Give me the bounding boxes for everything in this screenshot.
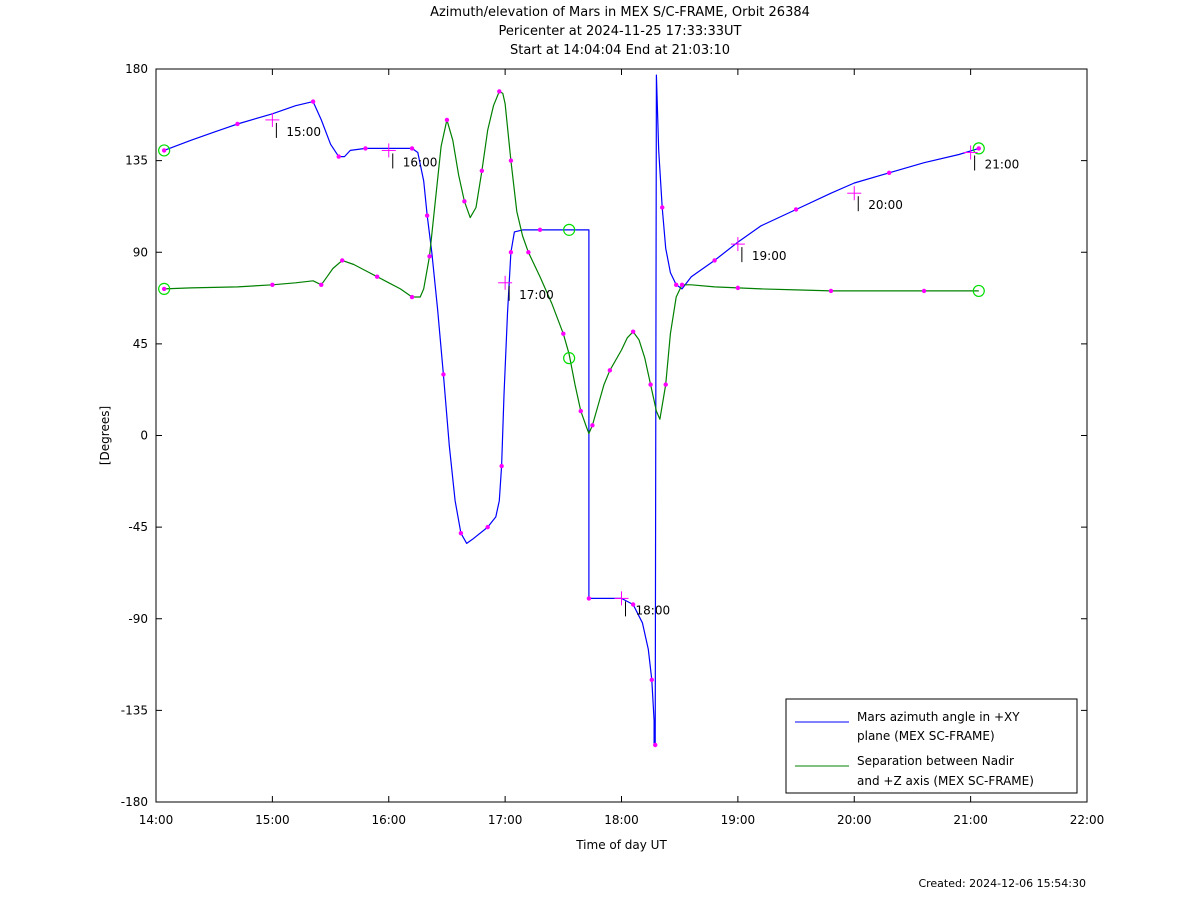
- separation-data-point: [828, 288, 834, 294]
- azimuth-data-point: [363, 146, 368, 151]
- time-labels-layer: 15:00 16:00 17:00 18:00 19:00 20:00 21:00: [265, 112, 1020, 617]
- separation-series-line: [164, 90, 979, 435]
- axis-ticks: 14:00 15:00 16:00 17:00 18:00 19:00 20:00 21:00…: [121, 62, 1105, 827]
- y-tick-label: 0: [140, 429, 148, 443]
- azimuth-data-point: [161, 148, 167, 153]
- hour-label: 15:00: [286, 125, 321, 139]
- azimuth-data-point: [586, 596, 592, 601]
- y-tick-label: 45: [133, 337, 148, 351]
- x-tick-label: 19:00: [721, 813, 756, 827]
- azimuth-data-point: [630, 602, 636, 607]
- separation-data-point: [561, 331, 566, 336]
- y-axis-label: [Degrees]: [98, 406, 112, 465]
- separation-data-point: [427, 254, 432, 259]
- separation-data-point: [921, 288, 927, 294]
- azimuth-data-point: [441, 372, 446, 377]
- y-tick-label: -180: [121, 795, 148, 809]
- separation-data-point: [630, 329, 636, 334]
- azimuth-data-point: [660, 205, 665, 210]
- x-axis-label: Time of day UT: [575, 838, 667, 852]
- legend-label-azimuth-line2: plane (MEX SC-FRAME): [857, 729, 995, 743]
- separation-data-point: [340, 258, 345, 263]
- hour-label: 16:00: [403, 155, 438, 169]
- hour-label: 21:00: [985, 157, 1020, 171]
- x-tick-label: 22:00: [1070, 813, 1105, 827]
- azimuth-data-point: [310, 99, 316, 104]
- azimuth-data-point: [235, 121, 240, 127]
- y-tick-label: 90: [133, 245, 148, 259]
- azimuth-data-point: [537, 227, 543, 233]
- azimuth-data-point: [653, 742, 658, 748]
- endpoint-circle: [158, 282, 171, 295]
- x-tick-label: 15:00: [255, 813, 290, 827]
- chart-title: Azimuth/elevation of Mars in MEX S/C-FRA…: [430, 5, 810, 20]
- azimuth-data-point: [458, 531, 464, 536]
- created-timestamp: Created: 2024-12-06 15:54:30: [918, 877, 1086, 890]
- y-tick-label: -135: [121, 703, 148, 717]
- pericenter-subtitle: Pericenter at 2024-11-25 17:33:33UT: [498, 24, 742, 39]
- separation-data-point: [409, 294, 415, 300]
- separation-data-point: [663, 382, 668, 387]
- azimuth-data-point: [336, 154, 341, 159]
- separation-data-point: [161, 286, 167, 292]
- hour-label: 17:00: [519, 288, 554, 302]
- endpoint-circle: [972, 284, 985, 298]
- separation-data-point: [462, 199, 467, 204]
- endpoint-circle: [158, 144, 171, 157]
- x-tick-label: 20:00: [837, 813, 872, 827]
- x-tick-label: 21:00: [953, 813, 988, 827]
- legend: Mars azimuth angle in +XY plane (MEX SC-…: [785, 698, 1078, 794]
- hour-label: 19:00: [752, 249, 787, 263]
- y-tick-label: -45: [128, 520, 148, 534]
- endpoint-circle: [972, 142, 985, 155]
- separation-data-point: [270, 282, 275, 288]
- azimuth-series-line: [163, 74, 979, 746]
- azimuth-data-point: [499, 463, 504, 469]
- separation-data-point: [319, 282, 324, 288]
- azimuth-data-point: [976, 146, 981, 151]
- azimuth-data-point: [886, 170, 892, 176]
- endpoint-circle: [563, 223, 576, 236]
- separation-data-point: [735, 285, 741, 291]
- x-tick-label: 17:00: [488, 813, 523, 827]
- separation-data-point: [648, 382, 653, 387]
- x-tick-label: 14:00: [139, 813, 174, 827]
- y-tick-label: -90: [128, 612, 148, 626]
- separation-data-point: [526, 250, 531, 255]
- x-tick-label: 16:00: [371, 813, 406, 827]
- separation-data-point: [508, 158, 514, 163]
- azimuth-data-point: [424, 213, 430, 218]
- separation-data-point: [578, 408, 583, 414]
- legend-label-azimuth-line1: Mars azimuth angle in +XY: [857, 710, 1020, 724]
- legend-label-separation-line1: Separation between Nadir: [857, 754, 1014, 768]
- endpoint-circle: [563, 352, 576, 365]
- azimuth-data-point: [485, 524, 490, 530]
- start-end-subtitle: Start at 14:04:04 End at 21:03:10: [509, 43, 731, 58]
- azimuth-data-point: [793, 207, 799, 212]
- azimuth-data-point: [712, 258, 717, 263]
- legend-label-separation-line2: and +Z axis (MEX SC-FRAME): [857, 774, 1034, 788]
- plot-frame: [155, 68, 1088, 803]
- separation-data-point: [497, 89, 502, 94]
- series-layer: [158, 74, 985, 748]
- separation-data-point: [374, 274, 380, 279]
- hour-label: 20:00: [868, 198, 903, 212]
- legend-box: [785, 698, 1078, 794]
- separation-data-point: [444, 117, 450, 123]
- azimuth-data-point: [673, 282, 679, 288]
- azimuth-data-point: [409, 146, 415, 151]
- y-tick-label: 135: [125, 154, 148, 168]
- azimuth-data-point: [508, 250, 514, 255]
- separation-data-point: [590, 423, 595, 428]
- x-tick-label: 18:00: [604, 813, 639, 827]
- separation-data-point: [479, 168, 485, 174]
- separation-data-point: [607, 368, 613, 373]
- separation-data-point: [679, 282, 685, 288]
- azimuth-data-point: [649, 677, 654, 683]
- y-tick-label: 180: [125, 62, 148, 76]
- hour-label: 18:00: [636, 603, 671, 617]
